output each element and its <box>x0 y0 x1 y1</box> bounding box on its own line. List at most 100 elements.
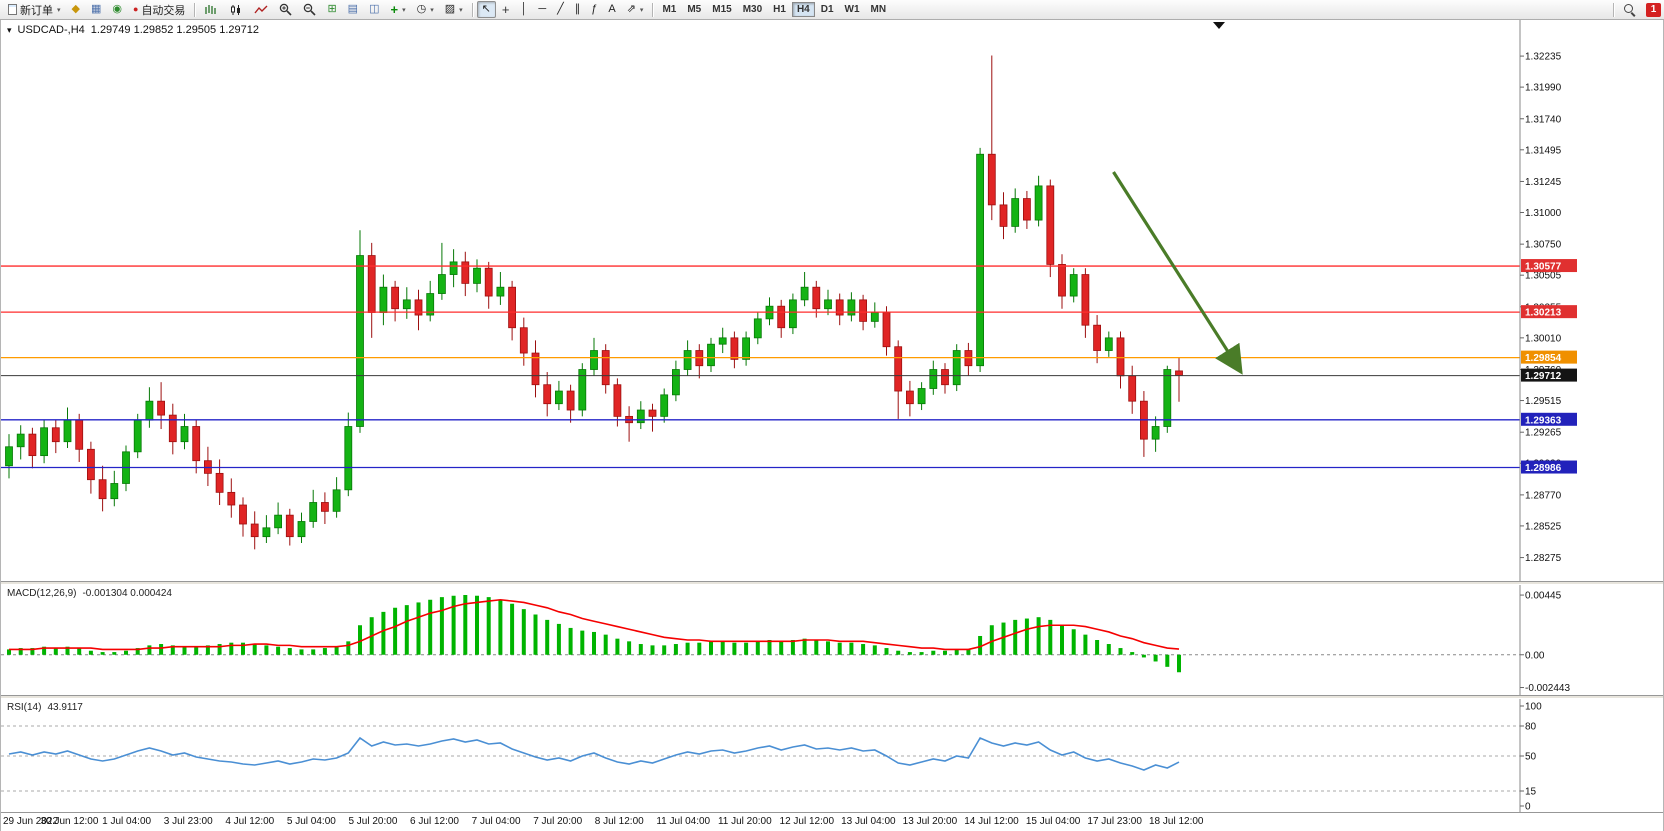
tile-windows-button[interactable]: ⊞ <box>322 1 341 18</box>
svg-text:1.28525: 1.28525 <box>1525 521 1562 532</box>
price-chart-panel: 1.32235 1.31990 1.31740 1.31495 1.31245 1.310… <box>1 20 1663 581</box>
line-chart-mode-button[interactable] <box>249 1 273 18</box>
clock-icon: ◷ <box>416 3 427 15</box>
search-button[interactable] <box>1618 1 1641 18</box>
cursor-tool-button[interactable]: ↖ <box>476 1 496 18</box>
timeframe-d1-button[interactable]: D1 <box>816 2 839 17</box>
time-axis-label: 17 Jul 23:00 <box>1087 816 1142 827</box>
diamond-icon: ◆ <box>71 3 80 15</box>
panel-splitter[interactable] <box>1 581 1663 585</box>
svg-text:1.30505: 1.30505 <box>1525 271 1562 282</box>
svg-text:1.29265: 1.29265 <box>1525 428 1562 439</box>
svg-text:1.31495: 1.31495 <box>1525 145 1562 156</box>
tile-vertical-icon: ◫ <box>369 3 380 15</box>
vertical-line-icon: │ <box>520 3 528 15</box>
template-icon: ▨ <box>444 3 456 15</box>
tile-windows-icon: ⊞ <box>327 3 337 15</box>
templates-button[interactable]: ▨ ▾ <box>440 1 468 18</box>
timeframe-h4-button[interactable]: H4 <box>791 2 815 17</box>
candlestick-icon <box>231 4 241 15</box>
crosshair-icon: + <box>501 2 510 17</box>
cascade-windows-icon: ▤ <box>347 3 359 15</box>
profiles-icon: ◉ <box>112 3 122 15</box>
price-chart-canvas[interactable]: 1.32235 1.31990 1.31740 1.31495 1.31245 1.310… <box>1 20 1663 581</box>
rsi-canvas[interactable]: 100 80 50 15 0 <box>1 699 1663 812</box>
zoom-out-button[interactable] <box>298 1 321 18</box>
toolbar-separator <box>194 2 196 17</box>
candlestick-mode-button[interactable] <box>224 1 248 18</box>
time-axis-label: 1 Jul 04:00 <box>102 816 152 827</box>
time-axis-label: 11 Jul 04:00 <box>656 816 711 827</box>
autotrading-status-icon: ● <box>133 4 139 14</box>
timeframe-w1-button[interactable]: W1 <box>840 2 865 17</box>
metaeditor-button[interactable]: ◆ <box>67 1 85 18</box>
svg-text:1.29515: 1.29515 <box>1525 396 1562 407</box>
svg-text:1.31990: 1.31990 <box>1525 83 1562 94</box>
time-axis-label: 12 Jul 12:00 <box>779 816 835 827</box>
timeframe-mn-button[interactable]: MN <box>866 2 892 17</box>
rsi-panel: 100 80 50 15 0 RSI(14) 43.9117 <box>1 699 1663 812</box>
new-order-label: 新订单 <box>20 4 53 17</box>
cascade-windows-button[interactable]: ▤ <box>343 1 363 18</box>
new-order-button[interactable]: 新订单 ▾ <box>3 1 66 18</box>
toolbar: 新订单 ▾ ◆ ▦ ◉ ● 自动交易 ⊞ ▤ ◫ + ▾ ◷ ▾ ▨ ▾ ↖ +… <box>0 0 1664 20</box>
time-axis[interactable]: 29 Jun 2022 30 Jun 12:00 1 Jul 04:00 3 Jul … <box>1 812 1663 831</box>
timeframe-m30-button[interactable]: M30 <box>738 2 767 17</box>
timeframe-m1-button[interactable]: M1 <box>657 2 681 17</box>
indicators-button[interactable]: + ▾ <box>385 1 410 18</box>
arrows-tool-icon: ⇗ <box>626 3 636 15</box>
trendline-icon: ╱ <box>557 3 564 15</box>
periods-button[interactable]: ◷ ▾ <box>412 1 439 18</box>
trendline-tool-button[interactable]: ╱ <box>552 1 569 18</box>
horizontal-line-tool-button[interactable]: ─ <box>533 1 551 18</box>
time-axis-label: 18 Jul 12:00 <box>1149 816 1204 827</box>
text-tool-button[interactable]: A <box>603 1 620 18</box>
crosshair-tool-button[interactable]: + <box>497 1 515 18</box>
new-chart-button[interactable]: ▦ <box>86 1 106 18</box>
zoom-out-icon <box>304 3 317 16</box>
macd-canvas[interactable]: 0.00445 0.00 -0.002443 <box>1 585 1663 695</box>
zoom-in-button[interactable] <box>274 1 297 18</box>
svg-text:0: 0 <box>1525 802 1531 813</box>
svg-text:0.00: 0.00 <box>1525 650 1545 661</box>
time-axis-label: 3 Jul 23:00 <box>163 816 213 827</box>
panel-splitter[interactable] <box>1 695 1663 699</box>
indicators-plus-icon: + <box>390 2 399 17</box>
search-icon <box>1623 3 1636 16</box>
svg-text:1.29854: 1.29854 <box>1525 353 1562 364</box>
time-axis-label: 13 Jul 20:00 <box>902 816 958 827</box>
time-axis-label: 30 Jun 12:00 <box>40 816 99 827</box>
autotrading-label: 自动交易 <box>141 4 186 17</box>
time-axis-label: 7 Jul 20:00 <box>533 816 583 827</box>
chart-workspace: 1.32235 1.31990 1.31740 1.31495 1.31245 1.310… <box>0 20 1664 831</box>
svg-text:1.29712: 1.29712 <box>1525 371 1562 382</box>
fibonacci-tool-button[interactable]: ƒ <box>586 1 602 18</box>
line-chart-icon <box>254 5 268 13</box>
tile-vertical-button[interactable]: ◫ <box>364 1 384 18</box>
time-axis-label: 6 Jul 12:00 <box>410 816 459 827</box>
zoom-in-icon <box>280 3 293 16</box>
time-axis-label: 5 Jul 04:00 <box>286 816 336 827</box>
profiles-button[interactable]: ◉ <box>107 1 127 18</box>
text-tool-icon: A <box>608 3 616 15</box>
chart-window-icon: ▦ <box>90 3 102 15</box>
caret-down-icon: ▾ <box>402 6 406 14</box>
timeframe-h1-button[interactable]: H1 <box>768 2 791 17</box>
bar-chart-mode-button[interactable] <box>199 1 223 18</box>
notification-badge[interactable]: 1 <box>1646 2 1661 17</box>
svg-text:1.29363: 1.29363 <box>1525 415 1562 426</box>
time-axis-label: 8 Jul 12:00 <box>594 816 644 827</box>
time-axis-label: 15 Jul 04:00 <box>1025 816 1081 827</box>
channel-tool-button[interactable]: ∥ <box>570 1 586 18</box>
timeframe-m15-button[interactable]: M15 <box>707 2 736 17</box>
time-axis-label: 7 Jul 04:00 <box>471 816 521 827</box>
svg-text:1.30213: 1.30213 <box>1525 308 1562 319</box>
svg-text:50: 50 <box>1525 752 1537 763</box>
arrows-tool-button[interactable]: ⇗ ▾ <box>622 1 649 18</box>
time-axis-label: 4 Jul 12:00 <box>225 816 275 827</box>
vertical-line-tool-button[interactable]: │ <box>515 1 532 18</box>
timeframe-m5-button[interactable]: M5 <box>682 2 706 17</box>
autotrading-button[interactable]: ● 自动交易 <box>128 1 190 18</box>
new-order-icon <box>8 4 17 15</box>
svg-text:1.30750: 1.30750 <box>1525 240 1562 251</box>
